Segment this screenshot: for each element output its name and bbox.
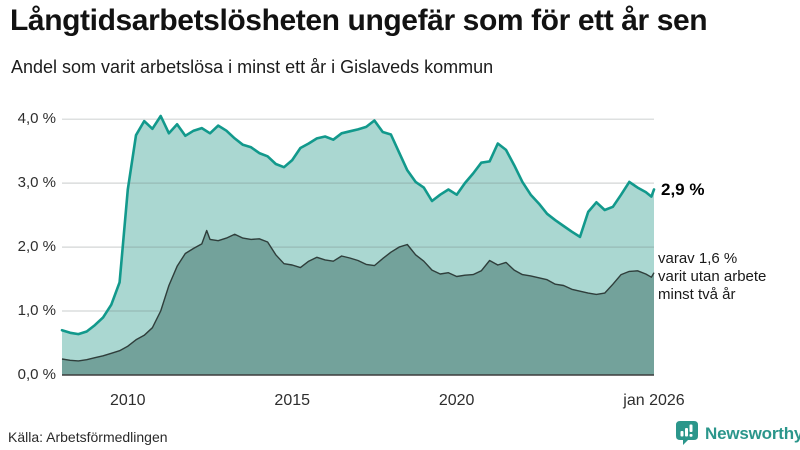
chart-subtitle: Andel som varit arbetslösa i minst ett å… — [11, 57, 494, 77]
x-tick-label: jan 2026 — [623, 392, 685, 409]
annotation-line: varav 1,6 % — [658, 249, 738, 267]
x-tick-label: 2020 — [438, 392, 475, 409]
y-tick-label: 1,0 % — [17, 302, 56, 320]
series-end-value-label: 2,9 % — [661, 179, 705, 199]
series-line-two-years — [61, 229, 655, 362]
newsworthy-logo: Newsworthy — [676, 421, 800, 446]
y-tick-label: 0,0 % — [17, 366, 56, 383]
chart-title: Långtidsarbetslösheten ungefär som för e… — [10, 4, 708, 37]
series-annotation: varav 1,6 % varit utan arbete minst två … — [658, 250, 766, 304]
newsworthy-icon — [676, 421, 698, 445]
series-line-one-year — [60, 114, 656, 336]
x-tick-label: 2015 — [274, 392, 311, 409]
annotation-line: minst två år — [658, 285, 736, 303]
y-tick-label: 3,0 % — [17, 174, 56, 192]
source-credit: Källa: Arbetsförmedlingen — [8, 429, 168, 445]
newsworthy-wordmark: Newsworthy — [705, 423, 800, 443]
x-tick-label: 2010 — [109, 392, 146, 409]
y-tick-label: 2,0 % — [17, 238, 56, 256]
y-tick-label: 4,0 % — [17, 110, 56, 128]
annotation-line: varit utan arbete — [658, 267, 767, 285]
series-area-two-years — [62, 230, 654, 375]
